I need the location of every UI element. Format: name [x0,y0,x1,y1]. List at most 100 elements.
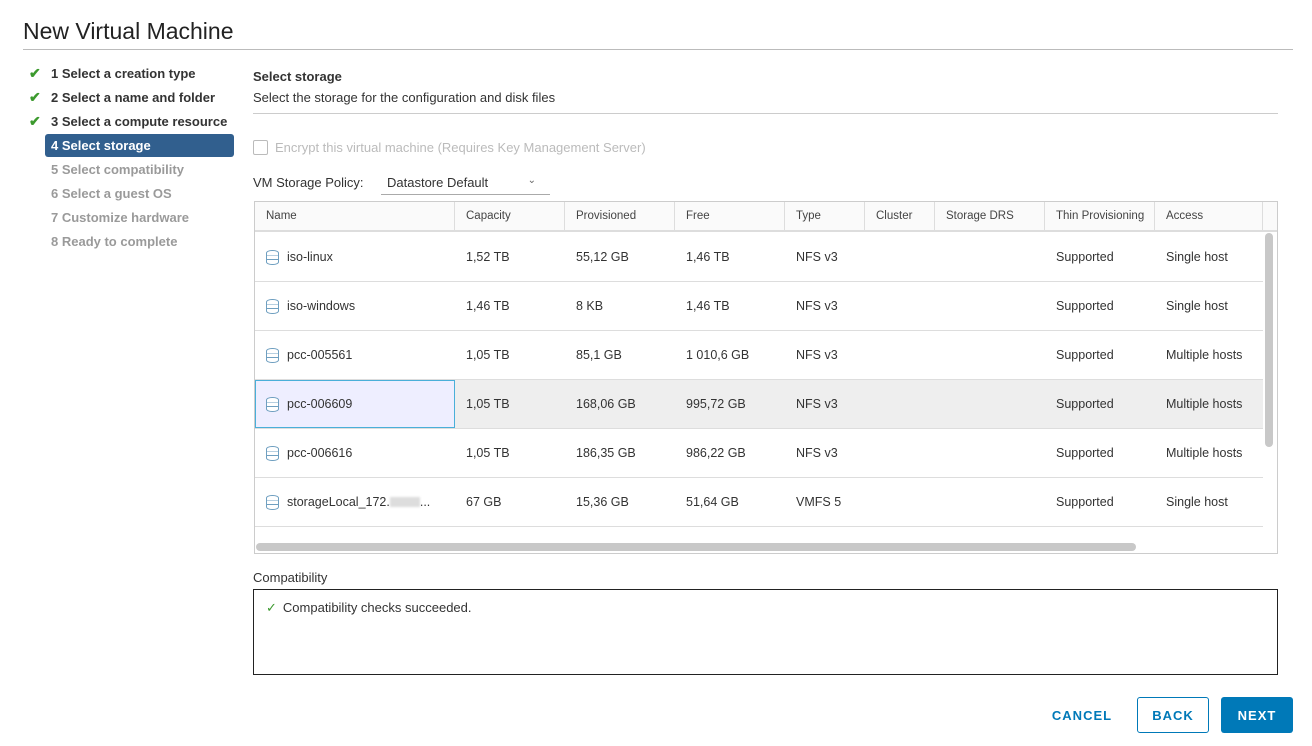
cell-text: 986,22 GB [686,446,746,460]
table-cell: iso-windows [255,282,455,330]
cell-text: VMFS 5 [796,495,842,509]
table-cell: pcc-005561 [255,331,455,379]
cell-text: NFS v3 [796,250,838,264]
cancel-button[interactable]: CANCEL [1051,707,1113,723]
column-header[interactable]: Name [255,202,455,230]
cell-text: Supported [1056,348,1114,362]
table-cell: Multiple hosts [1155,331,1263,379]
table-cell: 986,22 GB [675,429,785,477]
table-cell: 1,05 TB [455,429,565,477]
table-cell: 1,52 TB [455,233,565,281]
table-row[interactable]: pcc-006609 1,05 TB 168,06 GB 995,72 GB NFS v… [255,380,1263,429]
wizard-step: 8 Ready to complete [45,230,234,253]
cell-text: pcc-006609 [287,397,353,411]
table-cell: NFS v3 [785,429,865,477]
cell-text: Supported [1056,397,1114,411]
step-label: 4 Select storage [51,138,151,153]
table-cell: storageLocal_172.... [255,478,455,526]
column-header[interactable]: Free [675,202,785,230]
storage-policy-select[interactable]: Datastore Default ⌄ [381,171,550,195]
table-cell: Single host [1155,233,1263,281]
table-cell: 15,36 GB [565,478,675,526]
table-cell: 1,05 TB [455,380,565,428]
step-label: 7 Customize hardware [51,210,189,225]
wizard-step[interactable]: 4 Select storage [45,134,234,157]
table-cell: 1,05 TB [455,331,565,379]
cell-text: 168,06 GB [576,397,636,411]
table-cell: NFS v3 [785,233,865,281]
table-cell: 1 010,6 GB [675,331,785,379]
next-button[interactable]: NEXT [1221,697,1293,733]
section-title: Select storage [253,69,342,84]
table-cell: Supported [1045,282,1155,330]
cell-text: Multiple hosts [1166,446,1243,460]
table-row[interactable]: iso-windows 1,46 TB 8 KB 1,46 TB NFS v3 Suppo… [255,282,1263,331]
redacted [389,497,420,507]
table-cell: Multiple hosts [1155,380,1263,428]
check-icon: ✔ [29,65,41,81]
table-cell [865,478,935,526]
cell-text: Single host [1166,495,1228,509]
cell-text: 1,46 TB [466,299,510,313]
column-header[interactable]: Cluster [865,202,935,230]
table-cell: Supported [1045,478,1155,526]
table-cell: Supported [1045,233,1155,281]
table-cell [935,429,1045,477]
checkbox-box[interactable] [253,140,268,155]
column-header[interactable]: Provisioned [565,202,675,230]
cell-text: Multiple hosts [1166,348,1243,362]
datastore-icon [266,347,279,363]
horizontal-scrollbar[interactable] [256,543,1136,551]
table-cell: 8 KB [565,282,675,330]
back-button[interactable]: BACK [1137,697,1209,733]
encrypt-checkbox[interactable]: Encrypt this virtual machine (Requires K… [253,140,646,155]
cell-text: iso-windows [287,299,356,313]
table-cell: 168,06 GB [565,380,675,428]
column-header[interactable]: Capacity [455,202,565,230]
vertical-scrollbar[interactable] [1265,233,1273,447]
column-header[interactable]: Type [785,202,865,230]
datastore-icon [266,249,279,265]
chevron-down-icon: ⌄ [527,175,536,186]
cell-text: 85,1 GB [576,348,622,362]
table-cell [935,380,1045,428]
column-header[interactable]: Storage DRS [935,202,1045,230]
compatibility-label: Compatibility [253,570,328,585]
wizard-step[interactable]: ✔ 2 Select a name and folder [29,86,234,109]
cell-text: 55,12 GB [576,250,629,264]
datastore-grid: Name Capacity Provisioned Free Type Cluster St… [254,201,1278,554]
table-cell: 1,46 TB [675,282,785,330]
table-cell: 995,72 GB [675,380,785,428]
table-cell: NFS v3 [785,331,865,379]
table-cell: VMFS 5 [785,478,865,526]
table-row[interactable]: storageLocal_172.... 67 GB 15,36 GB 51,64 G… [255,478,1263,527]
table-cell: Single host [1155,478,1263,526]
cell-text: 1,05 TB [466,397,510,411]
table-cell: Supported [1045,331,1155,379]
column-header[interactable]: Thin Provisioning [1045,202,1155,230]
divider [23,49,1293,50]
table-cell [865,282,935,330]
wizard-step: 7 Customize hardware [45,206,234,229]
table-row[interactable]: iso-linux 1,52 TB 55,12 GB 1,46 TB NFS v3 Sup… [255,233,1263,282]
table-cell [935,478,1045,526]
table-cell: NFS v3 [785,282,865,330]
cell-text: Supported [1056,495,1114,509]
wizard-step[interactable]: ✔ 1 Select a creation type [29,62,234,85]
section-subtitle: Select the storage for the configuration… [253,90,556,105]
cell-text: 51,64 GB [686,495,739,509]
table-cell [865,331,935,379]
table-cell: 67 GB [455,478,565,526]
table-cell [935,233,1045,281]
column-header[interactable]: Access [1155,202,1263,230]
encrypt-label: Encrypt this virtual machine (Requires K… [275,140,646,155]
cell-text: storageLocal_172. [287,495,390,509]
cell-text: 1,52 TB [466,250,510,264]
table-cell: 1,46 TB [675,233,785,281]
wizard-step[interactable]: ✔ 3 Select a compute resource [29,110,234,133]
cell-text: Supported [1056,446,1114,460]
cell-text: 1,46 TB [686,299,730,313]
table-row[interactable]: pcc-006616 1,05 TB 186,35 GB 986,22 GB NFS v… [255,429,1263,478]
table-row[interactable]: pcc-005561 1,05 TB 85,1 GB 1 010,6 GB NFS v3… [255,331,1263,380]
divider [253,113,1278,114]
